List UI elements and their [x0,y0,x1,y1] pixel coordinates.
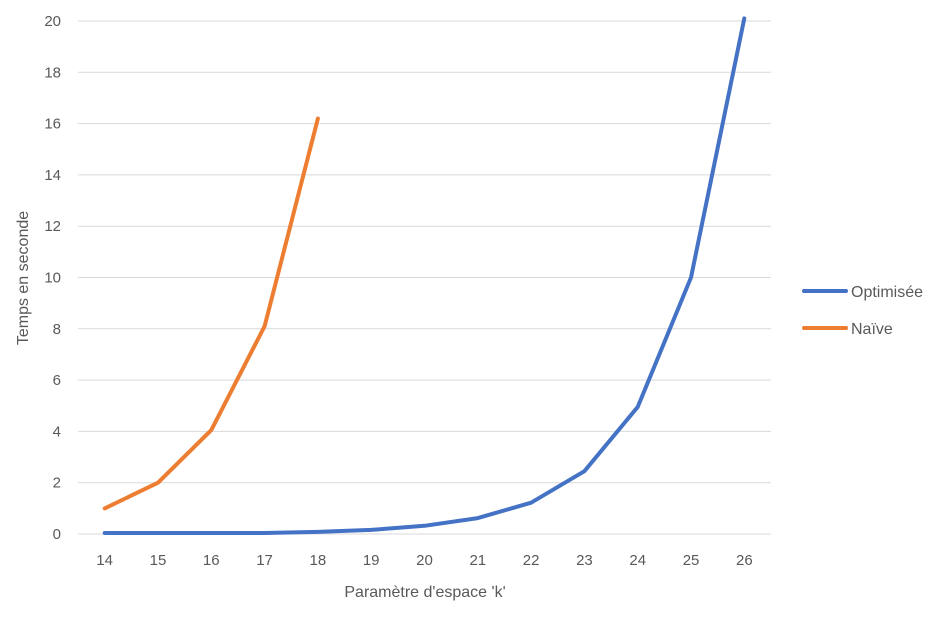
y-tick-labels: 0 2 4 6 8 10 12 14 16 18 20 [44,13,61,543]
legend-label: Naïve [851,321,893,338]
y-tick-label: 12 [44,218,61,235]
x-tick-label: 23 [576,552,593,569]
y-tick-label: 20 [44,13,61,30]
y-tick-label: 4 [53,423,61,440]
x-tick-label: 25 [683,552,700,569]
y-tick-label: 14 [44,167,61,184]
x-tick-labels: 14 15 16 17 18 19 20 21 22 23 24 25 26 [96,552,752,569]
x-tick-label: 15 [150,552,167,569]
legend: Optimisée Naïve [804,284,923,338]
x-tick-label: 24 [629,552,646,569]
y-tick-label: 16 [44,116,61,133]
x-tick-label: 19 [363,552,380,569]
x-tick-label: 18 [310,552,327,569]
x-tick-label: 22 [523,552,540,569]
x-axis-label: Paramètre d'espace 'k' [344,584,505,601]
series-line-1 [105,119,318,509]
y-tick-label: 10 [44,270,61,287]
series-lines [105,18,745,533]
y-tick-label: 18 [44,64,61,81]
y-tick-label: 0 [53,526,61,543]
x-tick-label: 17 [256,552,273,569]
y-tick-label: 2 [53,475,61,492]
x-tick-label: 26 [736,552,753,569]
series-line-0 [105,18,745,533]
y-axis-label: Temps en seconde [15,211,32,345]
y-tick-label: 8 [53,321,61,338]
y-tick-label: 6 [53,372,61,389]
x-tick-label: 21 [469,552,486,569]
legend-label: Optimisée [851,284,923,301]
x-tick-label: 14 [96,552,113,569]
x-tick-label: 16 [203,552,220,569]
x-tick-label: 20 [416,552,433,569]
